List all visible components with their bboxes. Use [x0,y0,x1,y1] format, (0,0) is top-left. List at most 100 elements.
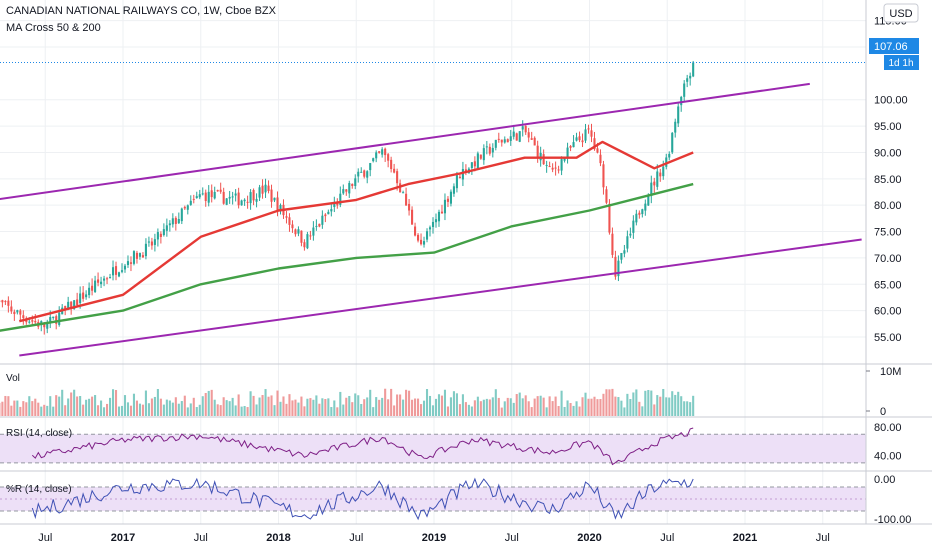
candle-body [247,202,249,203]
candle-body [444,200,446,213]
volume-bar [13,401,15,416]
volume-bar [306,399,308,416]
volume-bar [124,395,126,416]
volume-bar [202,396,204,416]
volume-bar [590,399,592,416]
candle-body [363,170,365,176]
candle-body [157,232,159,239]
candle-body [76,299,78,305]
candle-body [306,234,308,248]
volume-bar [567,400,569,416]
candle-body [175,218,177,224]
candle-body [229,197,231,199]
volume-bar [31,401,33,416]
volume-bar [680,396,682,416]
volume-bar [169,401,171,416]
volume-bar [264,389,266,416]
volume-bar [205,393,207,416]
candle-body [285,216,287,218]
candle-body [510,136,512,141]
volume-bar [100,401,102,416]
volume-bar [321,398,323,416]
candle-body [495,140,497,148]
volume-bar [587,399,589,416]
candle-body [22,315,24,318]
volume-bar [468,405,470,416]
volume-bar [297,403,299,416]
candle-body [241,201,243,206]
volume-bar [363,399,365,416]
volume-bar [546,407,548,416]
candle-body [273,198,275,201]
price-tick-label: 60.00 [874,306,902,318]
volume-bar [34,399,36,416]
timeframe-label: 1d 1h [888,58,913,69]
volume-bar [247,407,249,416]
candle-body [321,216,323,225]
candle-body [608,204,610,233]
candle-body [19,310,21,314]
candle-body [599,155,601,163]
timeframe-badge[interactable]: 1d 1h [884,55,919,70]
candle-body [405,194,407,206]
candle-body [492,148,494,152]
volume-bar [453,391,455,416]
volume-bar [223,397,225,416]
candle-body [267,186,269,191]
volume-bar [617,397,619,416]
candle-body [264,185,266,193]
candle-body [202,193,204,194]
candle-body [127,261,129,265]
candle-body [504,139,506,142]
candle-body [145,244,147,256]
candle-body [49,317,51,321]
candle-body [58,313,60,325]
candle-body [552,168,554,170]
candle-body [393,169,395,173]
volume-bar [620,401,622,416]
volume-bar [665,397,667,416]
volume-bar [384,389,386,416]
price-tick-label: 65.00 [874,279,902,291]
candle-body [581,140,583,142]
volume-bar [632,392,634,416]
candle-body [587,128,589,129]
volume-bar [250,391,252,416]
volume-bar [662,389,664,416]
candle-body [372,158,374,161]
candle-body [555,168,557,169]
candle-body [214,192,216,198]
volume-bar [375,397,377,416]
volume-bar [22,401,24,416]
volume-bar [232,398,234,416]
volume-bar [593,397,595,416]
candle-body [187,205,189,210]
candle-body [342,189,344,193]
volume-bar [650,391,652,416]
currency-button[interactable]: USD [884,4,918,22]
candle-body [501,140,503,143]
volume-bar [139,404,141,416]
candle-body [584,129,586,140]
volume-bar [644,391,646,416]
candle-body [570,146,572,148]
volume-bar [459,404,461,416]
candle-body [151,242,153,246]
candle-body [641,209,643,214]
candle-body [88,288,90,295]
volume-bar [555,397,557,416]
volume-bar [312,400,314,416]
candle-body [100,282,102,284]
candle-body [689,76,691,79]
candle-body [474,161,476,166]
volume-bar [357,395,359,416]
volume-bar [270,395,272,416]
volume-bar [426,389,428,416]
candle-body [199,194,201,197]
candle-body [205,193,207,201]
candle-body [148,242,150,243]
candle-body [4,301,6,302]
candle-body [573,142,575,147]
volume-bar [103,407,105,416]
